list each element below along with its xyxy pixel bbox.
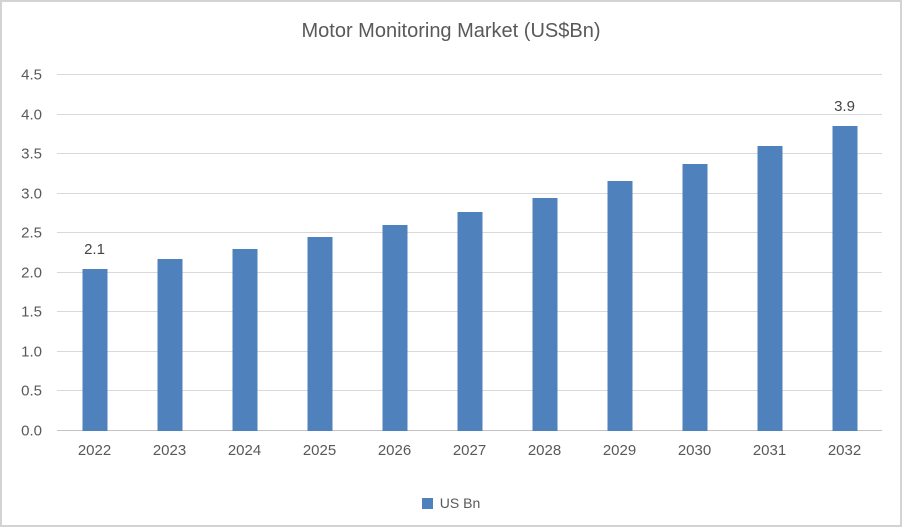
bar-cell [582,75,657,431]
bar-2026 [382,225,407,431]
bar-2022 [82,268,107,431]
bar-2028 [532,197,557,431]
x-tick-label: 2032 [827,442,862,459]
bars-layer: 2.1 3.9 [57,75,882,431]
bar-cell: 3.9 [807,75,882,431]
bar-2031 [757,146,782,431]
bar-cell [507,75,582,431]
x-tick-label: 2023 [152,442,187,459]
bar-2024 [232,249,257,431]
gridline [57,74,882,75]
y-tick-label: 1.0 [21,343,42,361]
bar-2029 [607,181,632,431]
y-tick-label: 1.5 [21,303,42,321]
x-axis: 2022 2023 2024 2025 2026 2027 2028 2029 2030 2031… [57,443,882,458]
plot-area: 2.1 3.9 [57,74,882,431]
legend: US Bn [2,496,900,510]
y-tick-label: 4.5 [21,66,42,84]
x-tick-label: 2031 [752,442,787,459]
x-tick-label: 2022 [77,442,112,459]
gridline [57,192,882,194]
gridline [57,113,882,115]
bar-2030 [682,164,707,431]
y-tick-label: 4.0 [21,106,42,124]
x-tick-label: 2029 [602,442,637,459]
legend-label: US Bn [439,495,481,511]
y-tick-label: 2.5 [21,224,42,242]
chart-title: Motor Monitoring Market (US$Bn) [301,20,601,42]
y-tick-label: 3.5 [21,145,42,163]
y-tick-label: 3.0 [21,185,42,203]
bar-cell [732,75,807,431]
y-tick-label: 0.5 [21,382,42,400]
legend-swatch-icon [421,497,433,509]
bar-2027 [457,211,482,431]
x-tick-label: 2030 [677,442,712,459]
gridline [57,153,882,155]
x-tick-label: 2024 [227,442,262,459]
bar-2025 [307,237,332,431]
bar-cell [282,75,357,431]
bar-cell [432,75,507,431]
bar-2032 [832,125,857,431]
bar-cell: 2.1 [57,75,132,431]
bar-cell [357,75,432,431]
data-label-2032: 3.9 [834,97,855,115]
x-tick-label: 2026 [377,442,412,459]
x-tick-label: 2025 [302,442,337,459]
bar-2023 [157,259,182,431]
y-tick-label: 0.0 [21,422,42,440]
bar-cell [207,75,282,431]
y-axis: 0.0 0.5 1.0 1.5 2.0 2.5 3.0 3.5 4.0 4.5 [2,68,44,439]
x-tick-label: 2028 [527,442,562,459]
data-label-2022: 2.1 [84,240,105,258]
y-tick-label: 2.0 [21,264,42,282]
x-tick-label: 2027 [452,442,487,459]
bar-cell [657,75,732,431]
bar-cell [132,75,207,431]
